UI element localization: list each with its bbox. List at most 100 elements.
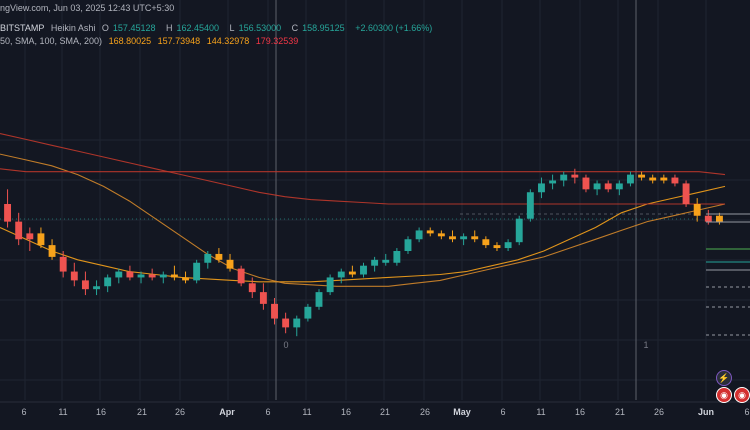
candle-body [59,256,67,272]
x-axis-tick-label: May [453,407,471,417]
candle-body [271,303,278,319]
sma-line-1 [0,185,726,283]
x-axis-tick-label: 21 [380,407,390,417]
x-axis-tick-label: 6 [744,407,749,417]
candle-body [660,177,668,181]
x-axis-tick-label: 26 [175,407,185,417]
candle-body [315,292,323,307]
candle-body [4,204,12,222]
x-axis-tick-label: Jun [698,407,714,417]
candle-body [693,204,701,216]
candle-body [37,233,45,246]
close-value: 158.95125 [302,23,345,33]
candle-body [259,292,267,304]
sma-line-3 [0,132,725,205]
candle-body [549,180,557,184]
candle-body [504,242,512,249]
candle-body [215,253,223,260]
lightning-icon[interactable]: ⚡ [716,370,732,386]
candle-body [248,283,256,293]
right-price-lines [706,213,750,336]
candle-body [682,183,690,204]
window-title: ngView.com, Jun 03, 2025 12:43 UTC+5:30 [0,2,174,14]
us-flag-icon-2[interactable]: ◉ [734,387,750,403]
indicator-label[interactable]: 50, SMA, 100, SMA, 200) [0,36,103,46]
ohlc-legend[interactable]: BITSTAMP Heikin Ashi O 157.45128 H 162.454… [0,22,436,34]
candle-body [282,318,290,328]
indicator-value-1: 168.80025 [108,36,152,46]
x-axis-tick-label: 11 [536,407,545,417]
sma-line-2 [0,153,726,287]
candle-body [715,215,723,222]
candle-body [638,174,646,178]
candle-body [115,271,123,278]
candle-body [460,236,468,240]
candle-body [482,239,490,246]
candle-body [526,192,534,219]
x-axis-tick-label: Apr [219,407,235,417]
sma-line-4 [0,168,726,176]
candle-body [704,215,712,222]
session-marker-label: 0 [283,340,288,350]
indicator-value-2: 157.73948 [157,36,201,46]
chart-grid [0,0,750,400]
candle-body [182,277,189,281]
candle-body [337,271,345,278]
candle-body [449,236,456,240]
candle-body [404,239,412,251]
chart-style-label[interactable]: Heikin Ashi [50,23,96,33]
candle-body [226,259,234,269]
low-value: 156.53000 [238,23,282,33]
candle-body [471,236,479,240]
x-axis-tick-label: 16 [96,407,106,417]
candle-body [104,277,112,287]
x-axis-tick-label: 26 [654,407,664,417]
candle-body [593,183,601,190]
candle-body [81,280,89,290]
indicator-value-4: 179.32539 [255,36,299,46]
candle-body [48,245,56,257]
candle-body [193,262,201,281]
open-label: O [101,23,109,33]
x-axis-tick-label: 26 [420,407,430,417]
x-axis-tick-label: 21 [137,407,147,417]
x-axis-tick-label: 6 [265,407,270,417]
candle-body [415,230,423,240]
candle-body [348,271,356,275]
x-axis-tick-label: 6 [500,407,505,417]
us-flag-icon[interactable]: ◉ [716,387,732,403]
candle-body [326,277,334,293]
x-axis-tick-label: 11 [58,407,67,417]
candle-body [15,221,23,240]
symbol-exchange[interactable]: BITSTAMP [0,23,45,33]
candle-body [393,251,401,263]
sma-lines [0,132,726,287]
candle-body [293,318,301,328]
candle-body [382,259,390,263]
candle-body [126,271,134,278]
candle-body [204,253,212,263]
candle-body [571,174,579,178]
x-axis-tick-label: 6 [21,407,26,417]
candle-body [137,274,145,278]
candle-body [560,174,568,181]
indicator-legend[interactable]: 50, SMA, 100, SMA, 200) 168.80025 157.73… [0,35,302,47]
x-axis-tick-label: 21 [615,407,625,417]
candle-body [26,233,34,240]
x-axis-tick-label: 16 [341,407,351,417]
candles-group [4,168,723,337]
x-axis: 6 11 16 21 26 Apr 6 11 16 21 26 May 6 11 16 21 26 Jun 6 [0,401,750,417]
low-label: L [229,23,235,33]
candle-body [148,274,156,278]
candle-body [93,286,100,290]
candle-body [649,177,657,181]
window-title-text: ngView.com, Jun 03, 2025 12:43 UTC+5:30 [0,3,175,13]
candle-body [582,177,590,190]
candle-body [70,271,78,281]
close-label: C [291,23,299,33]
candle-body [515,218,523,243]
candle-body [437,233,445,237]
